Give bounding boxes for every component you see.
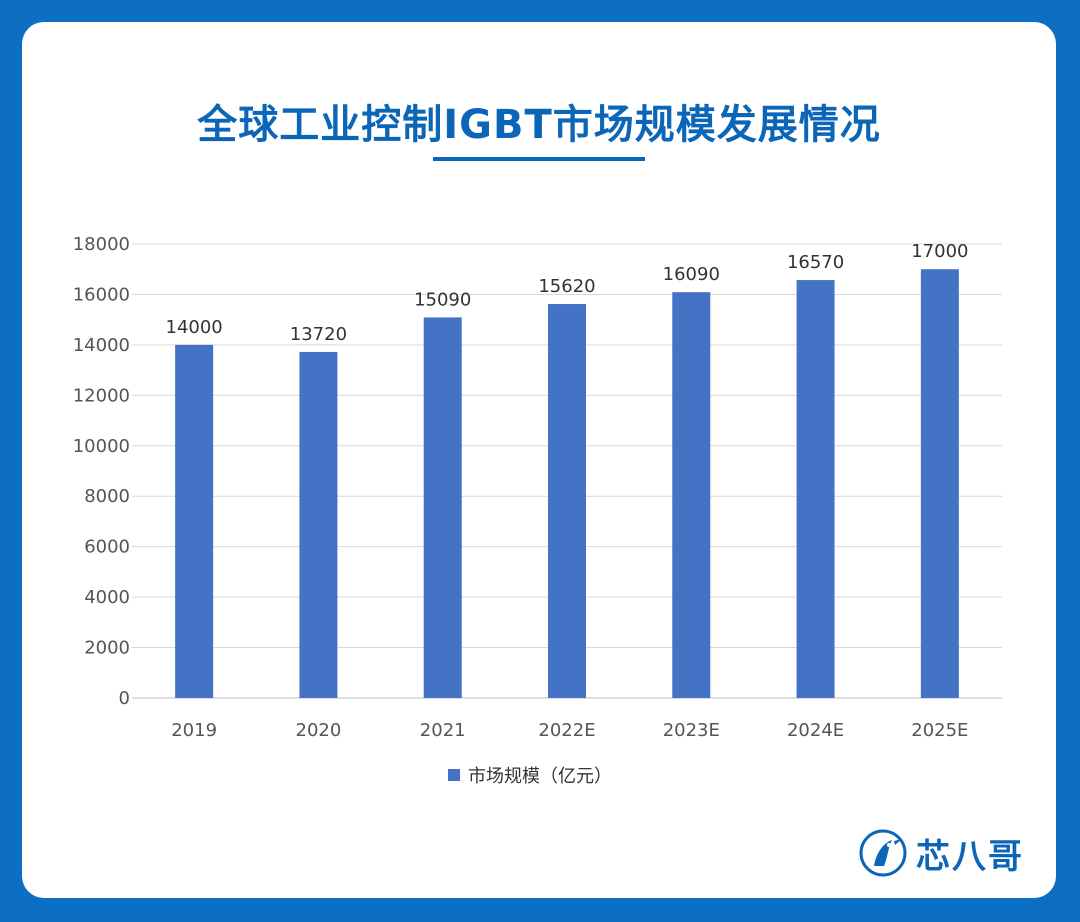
- data-label: 15090: [414, 289, 471, 310]
- bar-chart: 0 2000 4000 6000 8000 10000 12000 14000 16000 180…: [73, 234, 1002, 741]
- data-label: 14000: [166, 317, 223, 338]
- x-tick-label: 2019: [171, 720, 217, 741]
- y-tick-label: 4000: [84, 587, 130, 608]
- y-tick-label: 14000: [73, 335, 130, 356]
- brand-logo-group: 芯八哥: [858, 828, 1024, 878]
- x-tick-label: 2020: [296, 720, 342, 741]
- title-underline: [433, 157, 645, 161]
- chart-title: 全球工业控制IGBT市场规模发展情况: [197, 102, 881, 148]
- x-tick-label: 2025E: [911, 720, 968, 741]
- bar: [548, 304, 586, 698]
- y-tick-label: 18000: [73, 234, 130, 255]
- x-tick-label: 2023E: [663, 720, 720, 741]
- data-label: 15620: [538, 276, 595, 297]
- bar: [175, 344, 214, 698]
- y-tick-label: 8000: [84, 486, 130, 507]
- bar: [299, 351, 338, 698]
- bar: [920, 269, 959, 698]
- y-tick-label: 0: [119, 688, 130, 709]
- bar: [423, 317, 462, 698]
- chart-card: 全球工业控制IGBT市场规模发展情况 0 2000 4000 6000 8000 1000…: [22, 22, 1056, 898]
- y-tick-label: 16000: [73, 284, 130, 305]
- bird-logo-icon: [859, 829, 907, 877]
- data-label: 17000: [911, 241, 968, 262]
- legend-label: 市场规模（亿元）: [468, 766, 612, 787]
- y-tick-label: 10000: [73, 436, 130, 457]
- y-tick-label: 12000: [73, 385, 130, 406]
- brand-name: 芯八哥: [916, 836, 1024, 877]
- x-tick-label: 2021: [420, 720, 466, 741]
- bar: [672, 292, 711, 698]
- bar: [796, 280, 835, 698]
- data-label: 13720: [290, 324, 347, 345]
- y-tick-label: 6000: [84, 537, 130, 558]
- data-label: 16090: [663, 264, 720, 285]
- y-tick-label: 2000: [84, 638, 130, 659]
- x-tick-label: 2024E: [787, 720, 844, 741]
- data-label: 16570: [787, 252, 844, 273]
- x-tick-label: 2022E: [538, 720, 595, 741]
- legend-swatch: [448, 769, 460, 781]
- chart-legend: 市场规模（亿元）: [448, 762, 612, 788]
